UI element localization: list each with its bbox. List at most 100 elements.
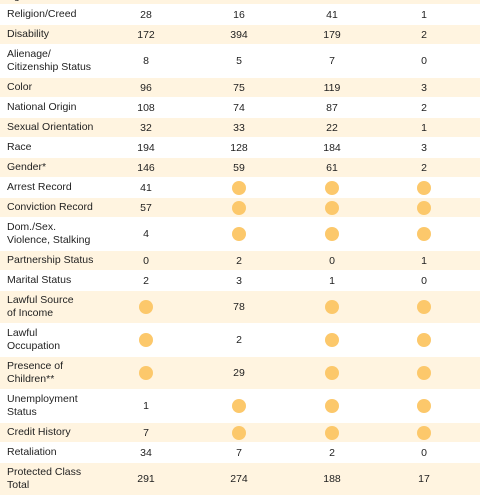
table-cell: 2 (421, 28, 427, 41)
table-cell: 76 (126, 0, 166, 4)
not-applicable-dot-icon (139, 300, 153, 314)
table-cell (126, 324, 166, 356)
table-cell: 61 (326, 161, 338, 174)
table-cell: 33 (233, 121, 245, 134)
row-label: Presence of Children** (7, 360, 64, 385)
table-cell (312, 324, 352, 356)
row-label: Marital Status (7, 274, 72, 286)
not-applicable-dot-icon (232, 180, 246, 195)
table-cell: 87 (326, 101, 338, 114)
table-cell (404, 218, 444, 250)
row-label: Alienage/ Citizenship Status (7, 48, 92, 73)
not-applicable-dot-icon (139, 366, 153, 380)
not-applicable-dot-icon (325, 333, 339, 347)
table-cell: 1 (421, 8, 427, 21)
table-row: Unemployment Status 1 (0, 390, 480, 423)
table-cell (312, 291, 352, 323)
table-cell: 2 (236, 254, 242, 267)
table-cell: 184 (323, 141, 341, 154)
table-cell (312, 218, 352, 250)
table-row: Age 76 62 54 2 (0, 0, 480, 5)
table-cell: 1 (329, 274, 335, 287)
table-cell: 29 (233, 367, 245, 379)
table-cell: 0 (143, 254, 149, 267)
row-label: Retaliation (7, 446, 57, 458)
table-cell: 0 (421, 274, 427, 287)
table-cell: 2 (421, 101, 427, 114)
table-cell: 5 (236, 55, 242, 67)
row-label: Credit History (7, 426, 71, 438)
table-row: Lawful Occupation 2 (0, 324, 480, 357)
row-label: Religion/Creed (7, 8, 77, 20)
table-cell: 2 (329, 446, 335, 459)
not-applicable-dot-icon (417, 399, 431, 413)
not-applicable-dot-icon (232, 227, 246, 241)
table-row: Arrest Record 41 (0, 178, 480, 198)
table-row: National Origin 108 74 87 2 (0, 98, 480, 118)
table-cell: 96 (140, 81, 152, 94)
not-applicable-dot-icon (139, 333, 153, 347)
table-cell: 0 (329, 254, 335, 267)
not-applicable-dot-icon (325, 180, 339, 195)
table-cell (404, 291, 444, 323)
table-cell (219, 178, 259, 197)
table-row: Conviction Record 57 (0, 198, 480, 218)
table-cell (312, 390, 352, 422)
table-cell (404, 390, 444, 422)
row-label: Lawful Source of Income (7, 294, 74, 319)
table-row: Sexual Orientation 32 33 22 1 (0, 118, 480, 138)
table-cell: 7 (329, 55, 335, 67)
table-row: Retaliation 34 7 2 0 (0, 443, 480, 463)
table-cell (404, 423, 444, 442)
table-cell: 1 (421, 254, 427, 267)
table-cell: 3 (421, 141, 427, 154)
table-cell (219, 198, 259, 217)
row-label: Sexual Orientation (7, 121, 94, 133)
table-cell: 7 (236, 446, 242, 459)
not-applicable-dot-icon (325, 425, 339, 440)
table-cell: 8 (143, 55, 149, 67)
table-cell: 172 (137, 28, 155, 41)
table-cell: 4 (143, 228, 149, 240)
table-cell (219, 423, 259, 442)
row-label: Dom./Sex. Violence, Stalking (7, 221, 91, 246)
table-row: Lawful Source of Income 78 (0, 291, 480, 324)
table-cell: 74 (233, 101, 245, 114)
table-cell: 22 (326, 121, 338, 134)
not-applicable-dot-icon (417, 200, 431, 215)
table-cell: 16 (233, 8, 245, 21)
row-label: Arrest Record (7, 181, 72, 193)
table-cell (312, 198, 352, 217)
table-cell: 2 (421, 161, 427, 174)
table-cell: 0 (421, 446, 427, 459)
table-row: Dom./Sex. Violence, Stalking 4 (0, 218, 480, 251)
table-row: Race 194 128 184 3 (0, 138, 480, 158)
row-label: Protected Class Total (7, 466, 82, 491)
table-cell: 1 (143, 400, 149, 412)
table-cell (312, 423, 352, 442)
table-row: Disability 172 394 179 2 (0, 25, 480, 45)
not-applicable-dot-icon (325, 399, 339, 413)
table-cell (126, 291, 166, 323)
row-label: Lawful Occupation (7, 327, 61, 352)
table-cell (404, 178, 444, 197)
not-applicable-dot-icon (325, 200, 339, 215)
table-cell (126, 357, 166, 389)
table-cell: 62 (219, 0, 259, 4)
table-row: Marital Status 2 3 1 0 (0, 271, 480, 291)
row-label: Disability (7, 28, 50, 40)
table-row: Alienage/ Citizenship Status 8 5 7 0 (0, 45, 480, 78)
table-cell: 128 (230, 141, 248, 154)
row-label: Color (7, 81, 33, 93)
table-cell: 2 (143, 274, 149, 287)
table-cell (404, 324, 444, 356)
table-cell: 0 (421, 55, 427, 67)
not-applicable-dot-icon (417, 180, 431, 195)
row-label: Partnership Status (7, 254, 94, 266)
table-cell: 28 (140, 8, 152, 21)
table-cell: 41 (140, 181, 152, 194)
not-applicable-dot-icon (232, 399, 246, 413)
table-cell (404, 357, 444, 389)
table-cell: 7 (143, 426, 149, 439)
table-cell (312, 357, 352, 389)
